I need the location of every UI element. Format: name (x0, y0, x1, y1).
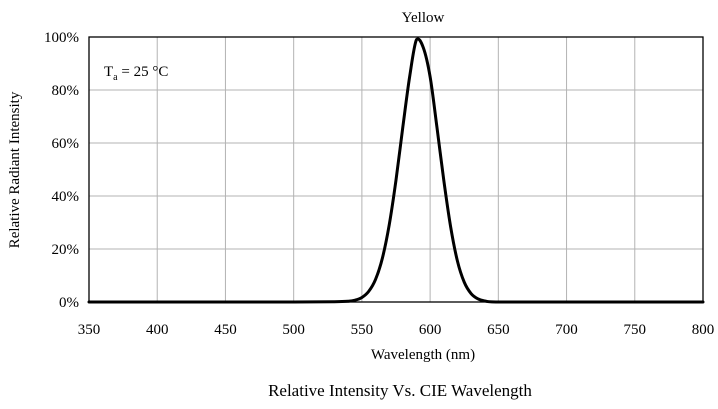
x-tick-label-450: 450 (214, 322, 237, 338)
temperature-annotation: Ta = 25 °C (104, 64, 168, 83)
annotation-subscript: a (113, 72, 118, 83)
grid-layer (89, 37, 703, 302)
annotation-base: T (104, 64, 113, 80)
y-tick-label-40: 40% (52, 189, 80, 205)
y-tick-label-100: 100% (44, 30, 79, 46)
x-tick-label-550: 550 (351, 322, 374, 338)
chart-caption: Relative Intensity Vs. CIE Wavelength (268, 381, 532, 400)
x-tick-label-400: 400 (146, 322, 169, 338)
x-tick-label-800: 800 (692, 322, 715, 338)
x-tick-label-750: 750 (624, 322, 647, 338)
x-tick-label-500: 500 (282, 322, 305, 338)
y-tick-label-0: 0% (59, 295, 79, 311)
x-axis-label: Wavelength (nm) (371, 347, 475, 363)
x-tick-label-700: 700 (555, 322, 578, 338)
y-tick-label-20: 20% (52, 242, 80, 258)
tick-layer: 350 400 450 500 550 600 650 700 750 800 0% 20% 40% 60… (44, 30, 714, 338)
series-layer (87, 37, 705, 304)
y-tick-label-60: 60% (52, 136, 80, 152)
chart-title: Yellow (402, 10, 445, 26)
y-axis-label: Relative Radiant Intensity (7, 91, 23, 248)
x-tick-label-600: 600 (419, 322, 442, 338)
annotation-rest: = 25 °C (118, 64, 169, 80)
series-line-0 (87, 37, 705, 304)
y-tick-label-80: 80% (52, 83, 80, 99)
plot-frame (88, 36, 704, 303)
x-tick-label-350: 350 (78, 322, 101, 338)
x-tick-label-650: 650 (487, 322, 510, 338)
